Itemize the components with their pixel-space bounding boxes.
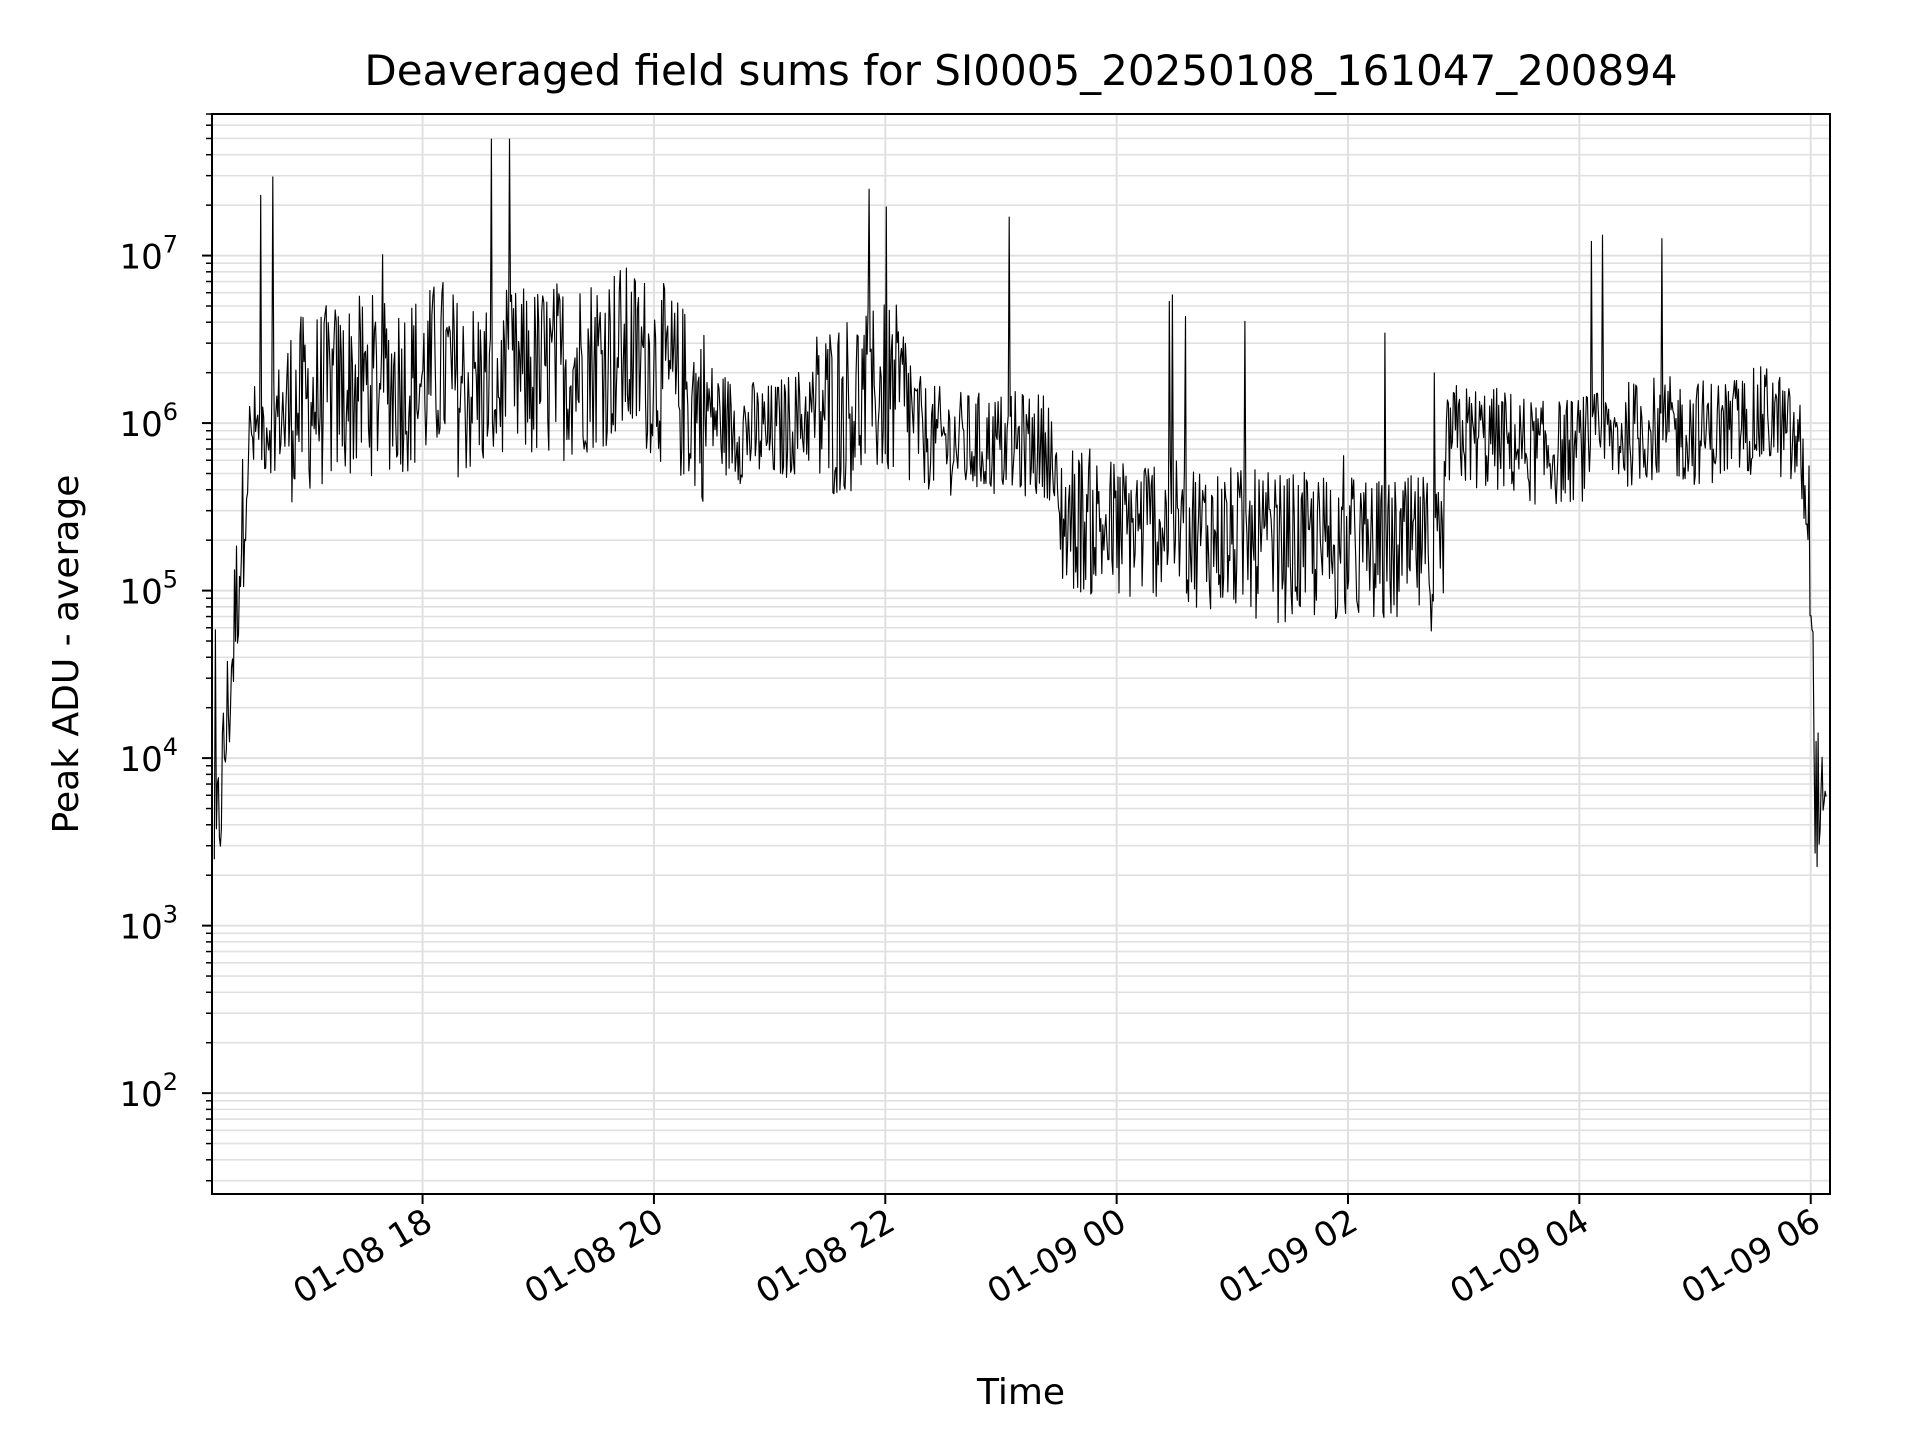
x-tick-label: 01-09 00 xyxy=(981,1201,1133,1312)
grid xyxy=(212,113,1830,1194)
y-tick-label: 104 xyxy=(119,733,178,780)
y-tick-label: 102 xyxy=(119,1068,178,1115)
x-tick-label: 01-08 18 xyxy=(287,1201,439,1312)
x-tick-label: 01-09 02 xyxy=(1212,1201,1364,1312)
y-tick-label: 105 xyxy=(119,566,178,613)
x-tick-label: 01-08 22 xyxy=(749,1201,901,1312)
x-tick-label: 01-09 04 xyxy=(1443,1201,1595,1312)
x-axis-label: Time xyxy=(976,1372,1065,1413)
x-tick-label: 01-08 20 xyxy=(518,1201,670,1312)
y-tick-label: 103 xyxy=(119,901,178,948)
chart-title: Deaveraged field sums for SI0005_2025010… xyxy=(364,46,1677,95)
axes-frame xyxy=(211,113,1831,1195)
y-axis-label: Peak ADU - average xyxy=(46,475,87,834)
y-tick-label: 107 xyxy=(119,231,178,278)
series-line xyxy=(213,138,1827,868)
x-tick-label: 01-09 06 xyxy=(1675,1201,1827,1312)
y-tick-label: 106 xyxy=(119,398,178,445)
ticks: 102 103 104 105 106 107 01-08 18 01-08 20 01-08 … xyxy=(119,113,1827,1312)
